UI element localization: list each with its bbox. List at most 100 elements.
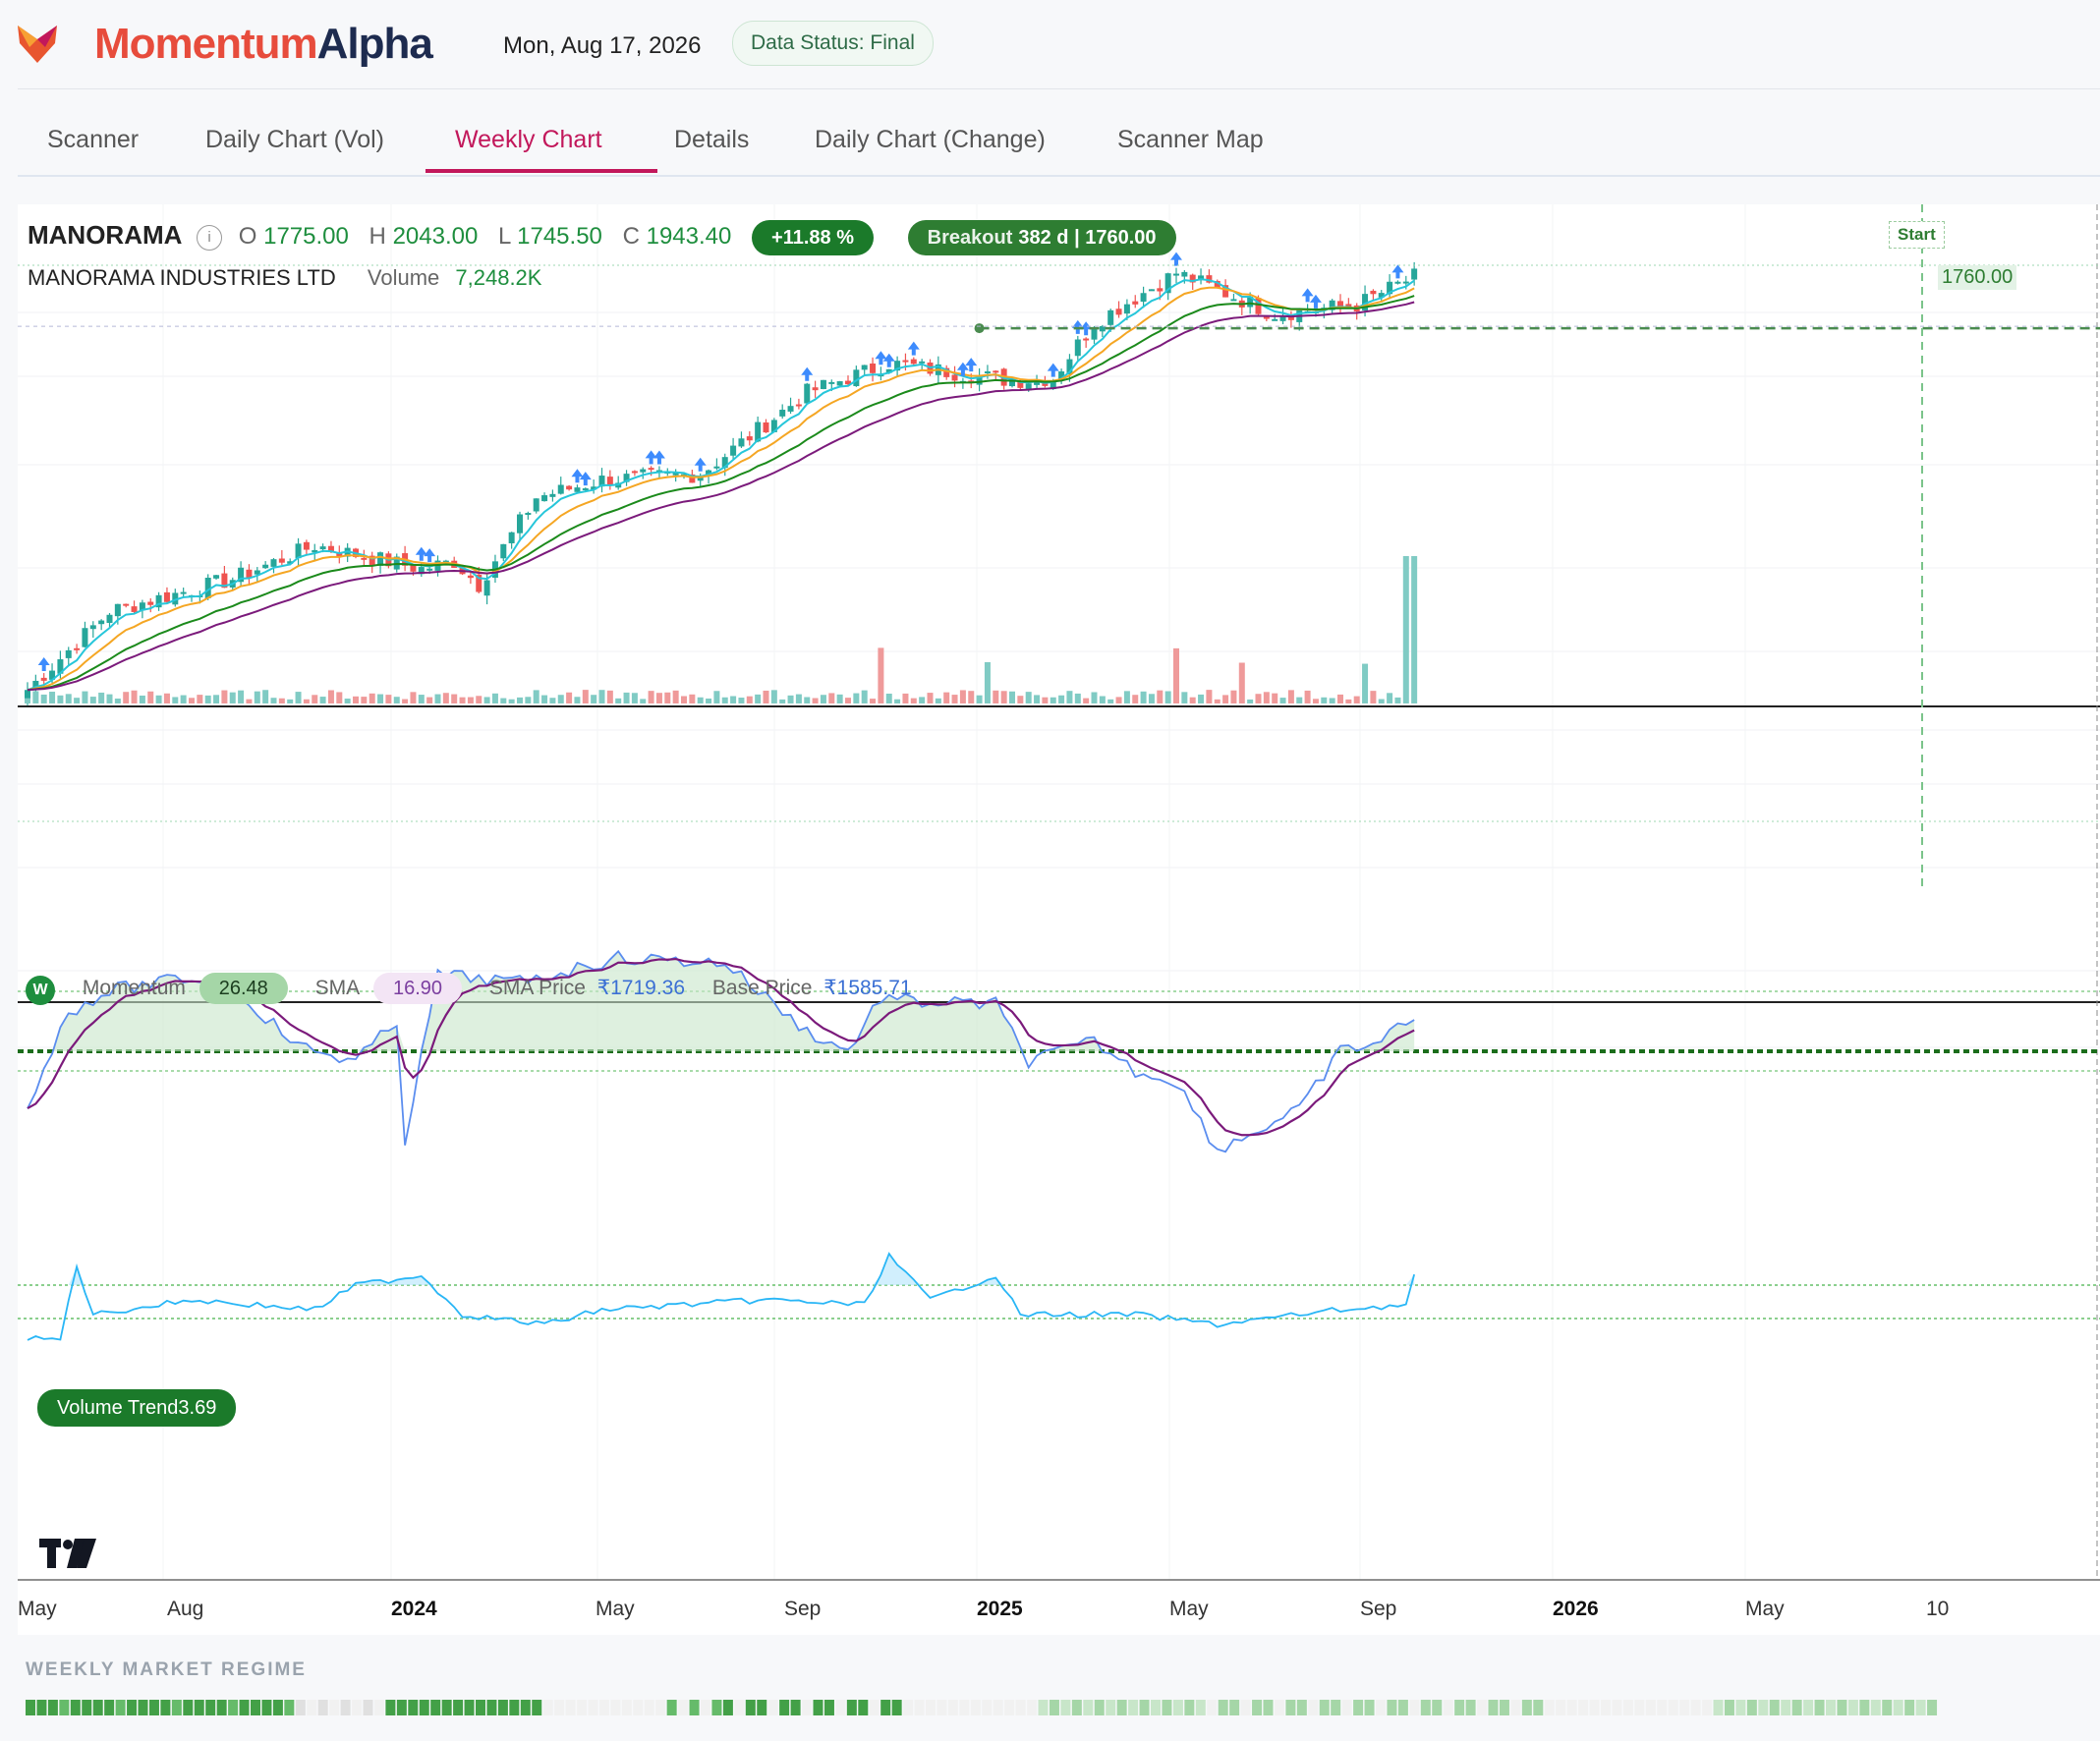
volume-bar (1362, 663, 1369, 703)
regime-cell (1162, 1700, 1172, 1715)
regime-cell (340, 1700, 351, 1715)
chart-canvas[interactable] (18, 204, 2100, 1635)
candle-body (270, 559, 277, 567)
candle-body (287, 561, 294, 564)
tab-daily-chart-vol[interactable]: Daily Chart (Vol) (205, 126, 384, 153)
volume-bar (204, 695, 211, 703)
ticker-symbol[interactable]: MANORAMA (28, 220, 183, 250)
volume-bar (828, 693, 835, 703)
regime-cell (329, 1700, 340, 1715)
volume-bar (1411, 556, 1418, 703)
volume-bar (615, 698, 622, 703)
weekly-badge: W (26, 976, 55, 1005)
volume-bar (1181, 692, 1188, 703)
info-icon[interactable]: i (197, 225, 223, 251)
breakout-arrow-icon (579, 472, 592, 486)
regime-cell (497, 1700, 508, 1715)
regime-cell (307, 1700, 317, 1715)
regime-cell (588, 1700, 598, 1715)
regime-cell (1847, 1700, 1858, 1715)
chart-container[interactable]: MANORAMA i O 1775.00 H 2043.00 L 1745.50… (18, 204, 2100, 1635)
candle-body (787, 406, 794, 412)
regime-cell (1735, 1700, 1746, 1715)
volume-bar (1148, 694, 1155, 703)
breakout-arrow-icon (801, 366, 814, 381)
momentum-line (27, 949, 1415, 1153)
momentum-legend: W Momentum 26.48 SMA 16.90 SMA Price ₹17… (26, 973, 912, 1005)
candle-body (82, 628, 88, 647)
candle-body (755, 421, 762, 442)
candle-body (746, 436, 753, 441)
candle-body (1287, 316, 1294, 320)
candle-body (1411, 268, 1418, 280)
volume-trend-fill-area (28, 1253, 1415, 1285)
tab-scanner[interactable]: Scanner (47, 126, 140, 153)
candle-body (885, 368, 892, 373)
volume-bar (451, 694, 458, 703)
candle-body (795, 404, 802, 407)
regime-cell (1195, 1700, 1206, 1715)
volume-trend-line (27, 1252, 1416, 1341)
breakout-arrow-icon (1309, 294, 1322, 309)
regime-cell (1128, 1700, 1139, 1715)
regime-cell (1634, 1700, 1645, 1715)
regime-cell (1296, 1700, 1307, 1715)
market-regime-strip[interactable] (26, 1700, 1947, 1715)
volume-bar (221, 690, 228, 703)
volume-bar (746, 696, 753, 703)
regime-cell (1420, 1700, 1431, 1715)
candle-body (640, 469, 647, 473)
data-status-badge: Data Status: Final (732, 21, 934, 66)
candle-body (943, 367, 950, 377)
volume-bar (123, 692, 130, 703)
regime-cell (1184, 1700, 1195, 1715)
breakout-arrow-icon (1301, 288, 1314, 303)
regime-cell (835, 1700, 846, 1715)
volume-bar (549, 698, 556, 703)
regime-cell (1252, 1700, 1263, 1715)
candle-body (1009, 380, 1015, 387)
chart-overlay (18, 204, 2100, 892)
regime-cell (239, 1700, 250, 1715)
breakout-badge: Breakout 382 d | 1760.00 (907, 220, 1176, 255)
tab-daily-chart-change[interactable]: Daily Chart (Change) (815, 126, 1046, 153)
volume-bar (1402, 556, 1409, 703)
breakout-arrow-icon (907, 341, 920, 356)
candle-body (377, 552, 384, 566)
regime-cell (430, 1700, 441, 1715)
x-label-may-2026: May (1745, 1598, 1785, 1620)
candle-body (1337, 301, 1343, 307)
candle-body (295, 543, 302, 559)
regime-cell (352, 1700, 363, 1715)
regime-cell (36, 1700, 47, 1715)
candle-body (278, 558, 285, 563)
regime-cell (396, 1700, 407, 1715)
volume-bar (861, 690, 868, 703)
regime-cell (486, 1700, 497, 1715)
app-header: MomentumAlpha Mon, Aug 17, 2026 Data Sta… (0, 0, 2100, 88)
regime-cell (228, 1700, 239, 1715)
volume-bars (25, 556, 1418, 703)
x-label-may-2025: May (1169, 1598, 1209, 1620)
volume-bar (1263, 692, 1270, 703)
tab-weekly-chart[interactable]: Weekly Chart (455, 126, 602, 153)
x-label-sep-2024: Sep (784, 1598, 822, 1620)
regime-cell (1622, 1700, 1633, 1715)
volume-bar (327, 690, 334, 703)
candle-body (147, 601, 154, 605)
volume-bar (1083, 698, 1090, 703)
brand-name[interactable]: MomentumAlpha (94, 20, 433, 68)
candle-body (910, 359, 917, 365)
regime-cell (926, 1700, 936, 1715)
tradingview-logo-icon[interactable] (39, 1537, 98, 1570)
volume-bar (402, 699, 409, 703)
candle-body (1181, 271, 1188, 277)
tab-scanner-map[interactable]: Scanner Map (1117, 126, 1264, 153)
regime-title: WEEKLY MARKET REGIME (26, 1659, 307, 1680)
tab-details[interactable]: Details (674, 126, 750, 153)
candle-body (1083, 338, 1090, 341)
regime-cell (1443, 1700, 1453, 1715)
regime-cell (993, 1700, 1003, 1715)
candle-body (1066, 359, 1073, 375)
regime-cell (104, 1700, 115, 1715)
